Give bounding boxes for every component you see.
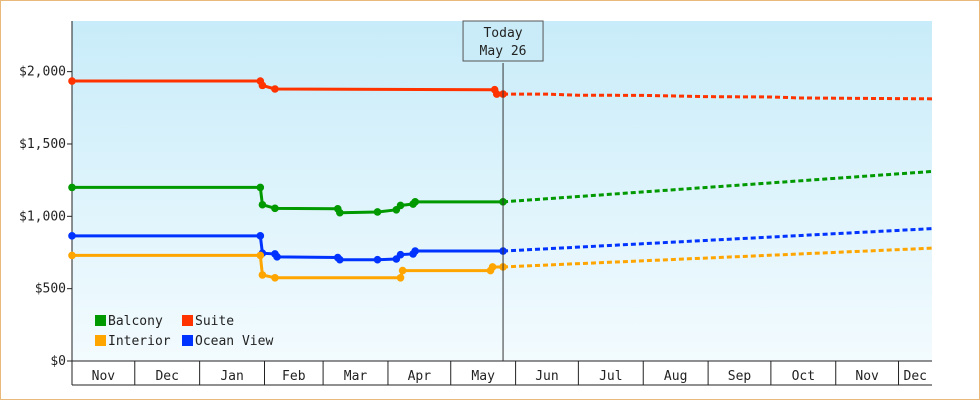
x-month-label: May [471, 369, 495, 384]
x-month-label: Sep [728, 369, 752, 384]
y-tick-label: $500 [35, 282, 66, 297]
series-lines [68, 77, 933, 282]
data-point-interior [256, 251, 265, 260]
plot-background [72, 21, 932, 361]
data-point-ocean-view [373, 255, 382, 264]
x-axis: Nov Dec Jan Feb Mar Apr May Jun Jul Aug Sep Oct Nov D… [71, 360, 932, 386]
data-point-interior [488, 263, 497, 271]
legend-swatch-balcony [95, 315, 106, 326]
data-point-balcony [271, 204, 279, 213]
data-point-interior [398, 266, 407, 275]
legend-label-balcony: Balcony [108, 314, 163, 329]
data-point-ocean-view [256, 232, 265, 240]
x-month-label: Dec [155, 369, 178, 384]
x-month-label: Oct [792, 369, 815, 384]
y-tick-label: $1,500 [19, 137, 66, 152]
data-point-balcony [256, 183, 265, 192]
y-axis: $0 $500 $1,000 $1,500 $2,000 [19, 21, 73, 369]
data-point-interior [258, 271, 267, 279]
data-point-balcony [411, 198, 419, 206]
data-point-ocean-view [68, 232, 76, 240]
legend-label-interior: Interior [108, 334, 171, 349]
data-point-balcony [396, 201, 405, 210]
data-point-suite [492, 90, 501, 98]
y-tick-label: $1,000 [19, 209, 66, 224]
y-tick-label: $2,000 [19, 65, 66, 80]
data-point-balcony [373, 208, 382, 216]
x-month-label: Aug [664, 369, 687, 384]
data-point-interior [271, 274, 279, 282]
legend-swatch-ocean-view [182, 335, 193, 346]
legend-label-suite: Suite [195, 314, 234, 329]
today-marker: Today May 26 [462, 20, 544, 361]
today-date-label: May 26 [480, 44, 527, 59]
x-month-label: Apr [408, 369, 432, 384]
data-point-ocean-view [411, 247, 419, 255]
data-point-suite [271, 85, 279, 93]
today-box [462, 20, 544, 62]
data-point-balcony [336, 208, 344, 217]
y-tick-label: $0 [50, 354, 66, 369]
x-month-label: Jun [535, 369, 558, 384]
x-month-label: Nov [855, 369, 879, 384]
legend: Balcony Suite Interior Ocean View [95, 314, 273, 349]
data-point-ocean-view [273, 253, 281, 261]
x-month-label: Nov [92, 369, 116, 384]
data-point-ocean-view [396, 250, 405, 259]
x-month-label: Dec [904, 369, 927, 384]
data-point-balcony [68, 183, 76, 192]
data-point-balcony [258, 200, 267, 209]
data-point-interior [396, 274, 405, 282]
series-forecast-suite [503, 92, 933, 101]
legend-swatch-interior [95, 335, 106, 346]
x-month-label: Mar [344, 369, 368, 384]
x-month-label: Jul [599, 369, 622, 384]
data-point-ocean-view [336, 255, 344, 264]
data-point-suite [258, 81, 267, 90]
today-label: Today [483, 26, 522, 41]
x-month-label: Feb [282, 369, 306, 384]
legend-label-ocean-view: Ocean View [195, 334, 273, 349]
data-point-interior [68, 251, 76, 260]
x-month-label: Jan [220, 369, 243, 384]
data-point-suite [68, 77, 76, 85]
legend-swatch-suite [182, 315, 193, 326]
